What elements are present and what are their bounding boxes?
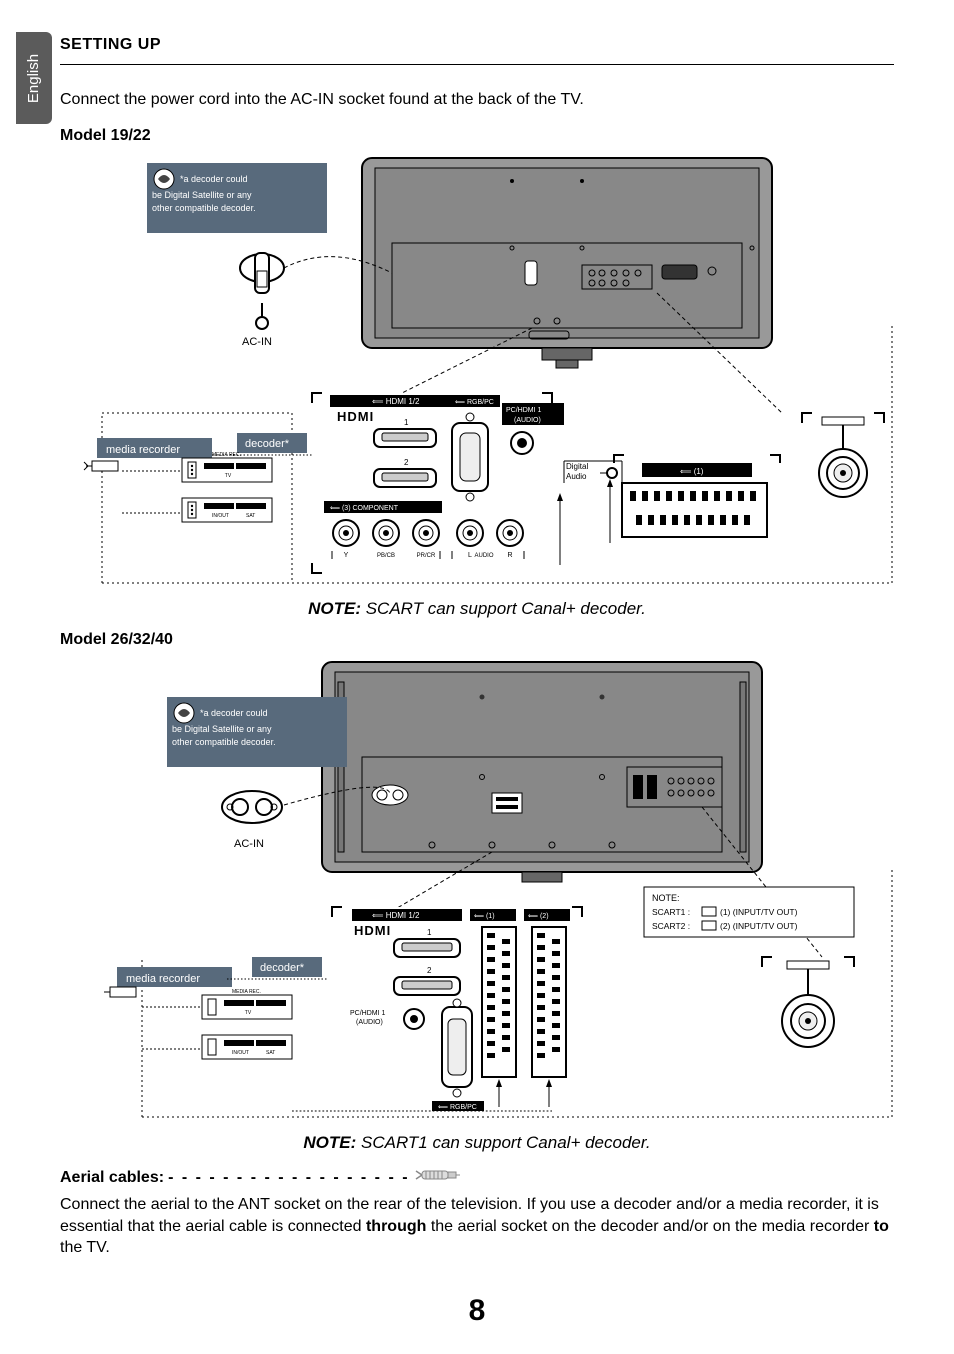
svg-text:1: 1: [427, 928, 432, 937]
svg-text:Y: Y: [344, 552, 349, 559]
svg-text:HDMI: HDMI: [337, 409, 374, 424]
aerial-text-mid: the aerial socket on the decoder and/or …: [426, 1218, 873, 1235]
svg-text:media recorder: media recorder: [106, 444, 180, 456]
svg-text:PR/CR: PR/CR: [417, 553, 436, 559]
io-panel-2: ⟸ HDMI 1/2 ⟸ (1) ⟸ (2) HDMI 1 2 PC/HDMI …: [292, 907, 622, 1112]
svg-text:⟸ HDMI 1/2: ⟸ HDMI 1/2: [372, 911, 420, 920]
aerial-heading: Aerial cables: - - - - - - - - - - - - -…: [60, 1165, 894, 1190]
svg-text:2: 2: [404, 458, 409, 467]
media-decoder-group: media recorder decoder* MEDIA REC. TV: [84, 433, 312, 522]
svg-text:⟸ RGB/PC: ⟸ RGB/PC: [438, 1104, 477, 1111]
media-decoder-2: media recorder decoder* MEDIA REC. TV: [104, 957, 327, 1059]
svg-text:(2) (INPUT/TV OUT): (2) (INPUT/TV OUT): [720, 921, 798, 931]
svg-text:L: L: [468, 552, 472, 559]
svg-text:IN/OUT: IN/OUT: [212, 513, 229, 519]
svg-text:⟸ (2): ⟸ (2): [528, 913, 549, 920]
svg-text:HDMI: HDMI: [354, 923, 391, 938]
svg-text:⟸ (1): ⟸ (1): [474, 913, 495, 920]
svg-text:PB/CB: PB/CB: [377, 553, 395, 559]
model2-diagram: *a decoder could be Digital Satellite or…: [60, 657, 894, 1127]
svg-text:SCART2 :: SCART2 :: [652, 921, 690, 931]
svg-text:*a decoder could: *a decoder could: [200, 708, 268, 718]
intro-paragraph: Connect the power cord into the AC-IN so…: [60, 91, 894, 109]
svg-text:*a decoder could: *a decoder could: [180, 174, 248, 184]
svg-text:decoder*: decoder*: [260, 962, 305, 974]
tv-back-2: [322, 662, 762, 882]
model1-heading: Model 19/22: [60, 127, 894, 145]
aerial-bold-2: to: [874, 1218, 889, 1235]
svg-text:Digital: Digital: [566, 462, 588, 471]
svg-text:SAT: SAT: [246, 513, 255, 519]
note-label: NOTE:: [308, 599, 361, 618]
aerial-title: Aerial cables:: [60, 1169, 164, 1187]
aerial-text-post: the TV.: [60, 1239, 110, 1256]
aerial-connector-icon: [414, 1165, 460, 1190]
note-text: SCART1 can support Canal+ decoder.: [361, 1133, 651, 1152]
model1-note: NOTE: SCART can support Canal+ decoder.: [60, 599, 894, 619]
svg-text:(AUDIO): (AUDIO): [514, 417, 541, 424]
svg-text:⟸ (1): ⟸ (1): [680, 467, 704, 476]
language-label: English: [26, 53, 43, 102]
svg-text:MEDIA REC.: MEDIA REC.: [232, 989, 261, 995]
svg-text:(1) (INPUT/TV OUT): (1) (INPUT/TV OUT): [720, 907, 798, 917]
aerial-connector-2: [762, 957, 854, 1047]
svg-text:R: R: [507, 552, 512, 559]
svg-text:⟸ HDMI 1/2: ⟸ HDMI 1/2: [372, 397, 420, 406]
decoder-note-box-2: *a decoder could be Digital Satellite or…: [167, 697, 347, 767]
svg-text:2: 2: [427, 966, 432, 975]
aerial-bold-1: through: [366, 1218, 426, 1235]
svg-text:decoder*: decoder*: [245, 438, 290, 450]
svg-text:AC-IN: AC-IN: [234, 838, 264, 850]
svg-text:be Digital Satellite or any: be Digital Satellite or any: [152, 190, 252, 200]
note-label: NOTE:: [303, 1133, 356, 1152]
svg-text:other compatible decoder.: other compatible decoder.: [172, 737, 276, 747]
manual-page: English SETTING UP Connect the power cor…: [0, 0, 954, 1354]
aerial-dashes: - - - - - - - - - - - - - - - - - -: [168, 1169, 409, 1187]
svg-text:(AUDIO): (AUDIO): [356, 1019, 383, 1026]
svg-text:⟸ RGB/PC: ⟸ RGB/PC: [455, 399, 494, 406]
acin-label: AC-IN: [242, 336, 272, 348]
decoder-note-box: *a decoder could be Digital Satellite or…: [147, 163, 327, 233]
tv-back: [362, 158, 772, 368]
aerial-body: Connect the aerial to the ANT socket on …: [60, 1194, 894, 1259]
svg-text:1: 1: [404, 418, 409, 427]
svg-text:media recorder: media recorder: [126, 973, 200, 985]
model1-diagram: *a decoder could be Digital Satellite or…: [60, 153, 894, 593]
svg-text:SAT: SAT: [266, 1050, 275, 1056]
language-tab: English: [16, 32, 52, 124]
svg-text:TV: TV: [245, 1010, 252, 1016]
svg-text:SCART1 :: SCART1 :: [652, 907, 690, 917]
page-number: 8: [0, 1294, 954, 1328]
svg-text:AUDIO: AUDIO: [474, 553, 493, 559]
note-text: SCART can support Canal+ decoder.: [366, 599, 646, 618]
scart-note-box: NOTE: SCART1 : (1) (INPUT/TV OUT) SCART2…: [644, 887, 854, 937]
svg-text:IN/OUT: IN/OUT: [232, 1050, 249, 1056]
svg-text:TV: TV: [225, 473, 232, 479]
svg-text:NOTE:: NOTE:: [652, 893, 680, 903]
svg-text:PC/HDMI 1: PC/HDMI 1: [350, 1010, 386, 1017]
io-panel-1: ⟸ HDMI 1/2 HDMI 1 2 ⟸ RGB/PC PC/HDMI 1 (…: [312, 393, 652, 573]
svg-text:Audio: Audio: [566, 472, 587, 481]
svg-text:other compatible decoder.: other compatible decoder.: [152, 203, 256, 213]
section-heading: SETTING UP: [60, 36, 894, 65]
aerial-connector-1: [802, 413, 884, 497]
model2-note: NOTE: SCART1 can support Canal+ decoder.: [60, 1133, 894, 1153]
svg-text:be Digital Satellite or any: be Digital Satellite or any: [172, 724, 272, 734]
model2-heading: Model 26/32/40: [60, 631, 894, 649]
svg-text:⟸ (3) COMPONENT: ⟸ (3) COMPONENT: [330, 505, 399, 512]
svg-text:PC/HDMI 1: PC/HDMI 1: [506, 407, 542, 414]
